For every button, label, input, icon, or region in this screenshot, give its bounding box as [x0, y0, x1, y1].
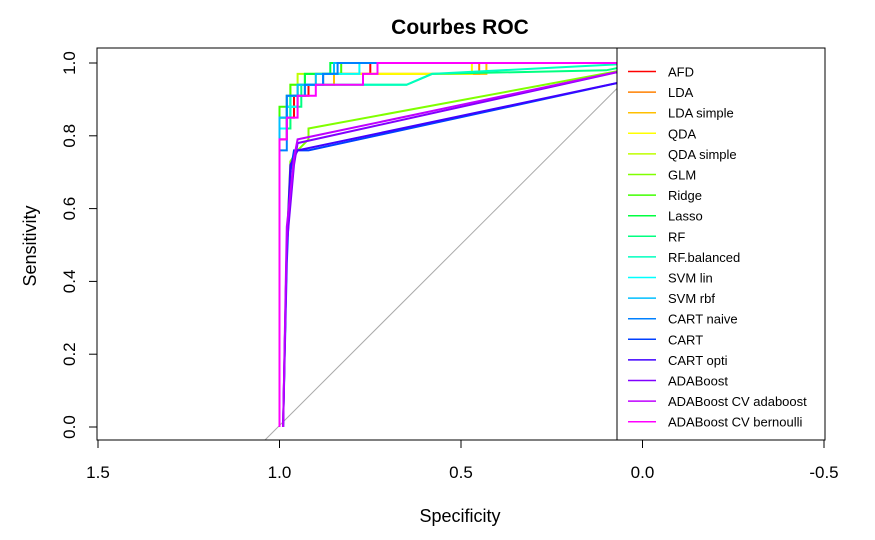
legend-label: CART [668, 332, 703, 347]
y-tick-label: 1.0 [60, 51, 79, 75]
legend-label: RF.balanced [668, 250, 740, 265]
legend-label: CART naive [668, 312, 738, 327]
y-axis: 0.0 0.2 0.4 0.6 0.8 1.0 [60, 51, 98, 439]
legend-label: ADABoost [668, 374, 728, 389]
roc-curve-adaboost [282, 71, 617, 428]
reference-diagonal [264, 62, 643, 441]
y-tick-label: 0.2 [60, 342, 79, 366]
plot-area [96, 47, 826, 441]
legend-label: LDA simple [668, 106, 734, 121]
legend-label: QDA [668, 126, 697, 141]
legend-label: ADABoost CV adaboost [668, 394, 807, 409]
legend: AFD LDA LDA simple QDA QDA simple GLM Ridge Las… [616, 47, 826, 441]
roc-curve-adaboost-cv-adaboost [282, 70, 617, 428]
y-tick-label: 0.4 [60, 270, 79, 294]
chart-title: Courbes ROC [391, 16, 529, 39]
roc-curve-cart [282, 82, 617, 428]
y-axis-label: Sensitivity [20, 205, 40, 286]
legend-label: ADABoost CV bernoulli [668, 415, 803, 430]
legend-label: LDA [668, 85, 694, 100]
x-axis-label: Specificity [419, 506, 500, 526]
x-tick-label: 0.5 [449, 463, 473, 482]
x-tick-label: -0.5 [809, 463, 838, 482]
roc-curve-adaboost-cv-bernoulli [278, 62, 617, 427]
legend-label: SVM lin [668, 271, 713, 286]
x-tick-label: 1.0 [268, 463, 292, 482]
y-tick-label: 0.8 [60, 124, 79, 148]
legend-label: Ridge [668, 188, 702, 203]
legend-label: CART opti [668, 353, 728, 368]
roc-curve-svm-rbf [278, 62, 617, 427]
roc-curve-glm [282, 70, 617, 428]
x-axis: 1.5 1.0 0.5 0.0 -0.5 [86, 439, 839, 482]
x-tick-label: 1.5 [86, 463, 110, 482]
roc-curve-cart-naive [278, 62, 617, 427]
y-tick-label: 0.6 [60, 197, 79, 221]
legend-label: QDA simple [668, 147, 737, 162]
y-tick-label: 0.0 [60, 415, 79, 439]
legend-label: SVM rbf [668, 291, 715, 306]
legend-label: Lasso [668, 209, 703, 224]
legend-label: AFD [668, 65, 694, 80]
legend-label: GLM [668, 168, 696, 183]
roc-curve-cart-opti [282, 81, 617, 428]
x-tick-label: 0.0 [631, 463, 655, 482]
series-layer [278, 62, 617, 428]
legend-label: RF [668, 229, 685, 244]
